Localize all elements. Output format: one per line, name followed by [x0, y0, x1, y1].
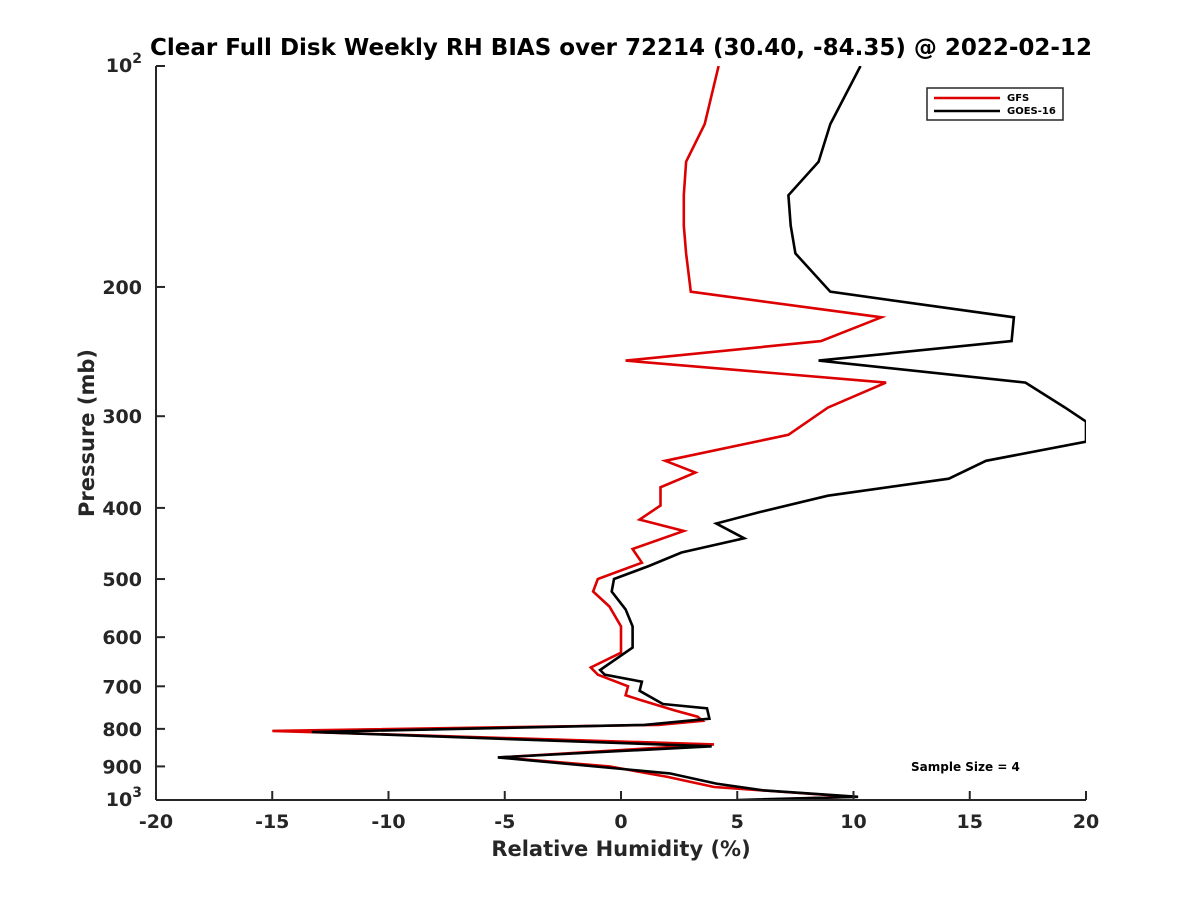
x-tick-label: -5	[494, 811, 515, 833]
y-tick-label: 900	[102, 756, 142, 778]
series-line-goes16	[311, 66, 1086, 800]
x-tick-label: 5	[731, 811, 744, 833]
y-tick-label-bottom: 103	[106, 785, 142, 811]
series-line-gfs	[272, 66, 887, 800]
legend-label-goes16: GOES-16	[1007, 106, 1056, 117]
y-tick-label: 400	[102, 498, 142, 520]
x-tick-label: 15	[957, 811, 983, 833]
x-axis-label: Relative Humidity (%)	[491, 837, 750, 861]
x-tick-label: -20	[139, 811, 173, 833]
plot-area	[156, 66, 1086, 800]
y-tick-label: 200	[102, 277, 142, 299]
y-tick-label: 500	[102, 569, 142, 591]
x-tick-label: -15	[255, 811, 289, 833]
y-axis-label: Pressure (mb)	[75, 349, 99, 517]
y-tick-label-top: 102	[106, 51, 142, 77]
x-tick-label: -10	[371, 811, 405, 833]
y-tick-label: 800	[102, 719, 142, 741]
x-axis-ticks: -20 -15 -10 -5 0 5 10 15 20	[139, 791, 1099, 833]
y-axis-ticks: 200 300 400 500 600 700 800 900	[102, 65, 165, 801]
legend-label-gfs: GFS	[1007, 93, 1029, 104]
legend-box	[926, 87, 1064, 121]
x-tick-label: 10	[840, 811, 866, 833]
chart-title: Clear Full Disk Weekly RH BIAS over 7221…	[150, 35, 1092, 61]
x-tick-label: 20	[1073, 811, 1099, 833]
x-tick-label: 0	[614, 811, 627, 833]
legend: GFS GOES-16	[926, 87, 1064, 121]
y-tick-label: 600	[102, 627, 142, 649]
y-tick-label: 300	[102, 406, 142, 428]
y-tick-label: 700	[102, 676, 142, 698]
sample-size-annotation: Sample Size = 4	[911, 760, 1020, 774]
series-lines	[272, 66, 1086, 800]
